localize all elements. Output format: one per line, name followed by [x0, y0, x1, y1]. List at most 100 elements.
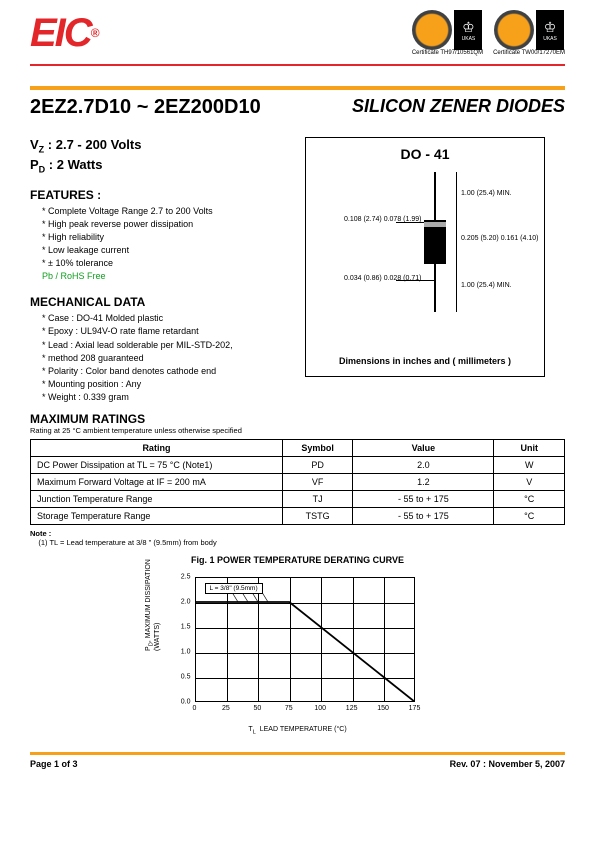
features-heading: FEATURES :: [30, 188, 287, 202]
table-row: Storage Temperature RangeTSTG- 55 to + 1…: [31, 507, 565, 524]
feature-item: Complete Voltage Range 2.7 to 200 Volts: [42, 205, 287, 218]
chart-xtick: 150: [377, 705, 389, 712]
package-diagram: 1.00 (25.4) MIN. 0.205 (5.20) 0.161 (4.1…: [316, 172, 536, 342]
vz-spec: VZ : 2.7 - 200 Volts: [30, 137, 287, 155]
table-row: Maximum Forward Voltage at IF = 200 mAVF…: [31, 473, 565, 490]
red-divider: [30, 64, 565, 66]
dim-body-len: 0.205 (5.20) 0.161 (4.10): [461, 235, 538, 243]
sgs-badge-icon: [412, 10, 452, 50]
chart-xtick: 75: [285, 705, 293, 712]
feature-item: ± 10% tolerance: [42, 257, 287, 270]
footer-rev: Rev. 07 : November 5, 2007: [450, 759, 565, 769]
note-label: Note :: [30, 529, 51, 538]
part-number-title: 2EZ2.7D10 ~ 2EZ200D10: [30, 96, 261, 119]
chart-xtick: 100: [314, 705, 326, 712]
col-unit: Unit: [494, 439, 565, 456]
package-title: DO - 41: [306, 146, 544, 162]
chart-xtick: 25: [222, 705, 230, 712]
table-cell: °C: [494, 490, 565, 507]
col-rating: Rating: [31, 439, 283, 456]
chart-ytick: 1.0: [181, 648, 191, 655]
table-cell: W: [494, 456, 565, 473]
note-block: Note : (1) TL = Lead temperature at 3/8 …: [0, 525, 595, 547]
dim-lead-len-top: 1.00 (25.4) MIN.: [461, 190, 512, 198]
product-type-title: SILICON ZENER DIODES: [352, 96, 565, 117]
cert-label-1: Certificate TH97/10561QM: [412, 50, 483, 56]
footer-page: Page 1 of 3: [30, 759, 78, 769]
mech-item: Epoxy : UL94V-O rate flame retardant: [42, 325, 287, 338]
registered-icon: ®: [91, 26, 100, 40]
mech-item: Case : DO-41 Molded plastic: [42, 312, 287, 325]
table-cell: TSTG: [282, 507, 353, 524]
main-content-row: VZ : 2.7 - 200 Volts PD : 2 Watts FEATUR…: [0, 137, 595, 404]
table-cell: VF: [282, 473, 353, 490]
chart-ytick: 2.0: [181, 598, 191, 605]
rohs-label: Pb / RoHS Free: [42, 271, 287, 281]
lead-top-icon: [434, 172, 436, 220]
right-column: DO - 41 1.00 (25.4) MIN. 0.205 (5.20) 0.…: [305, 137, 565, 404]
chart-ylabel: PD, MAXIMUM DISSIPATION(WATTS): [145, 559, 161, 651]
table-cell: DC Power Dissipation at TL = 75 °C (Note…: [31, 456, 283, 473]
table-cell: °C: [494, 507, 565, 524]
package-caption: Dimensions in inches and ( millimeters ): [306, 356, 544, 366]
feature-item: High reliability: [42, 231, 287, 244]
table-header-row: Rating Symbol Value Unit: [31, 439, 565, 456]
feature-item: High peak reverse power dissipation: [42, 218, 287, 231]
feature-item: Low leakage current: [42, 244, 287, 257]
chart-xtick: 0: [193, 705, 197, 712]
table-cell: 2.0: [353, 456, 494, 473]
orange-divider-bottom: [30, 752, 565, 755]
table-cell: - 55 to + 175: [353, 507, 494, 524]
table-cell: Junction Temperature Range: [31, 490, 283, 507]
dim-guide-icon: [396, 280, 434, 281]
ratings-table: Rating Symbol Value Unit DC Power Dissip…: [30, 439, 565, 525]
chart-wrap: PD, MAXIMUM DISSIPATION(WATTS) L = 3/8" …: [0, 569, 595, 734]
ukas-label: UKAS: [543, 36, 557, 42]
left-column: VZ : 2.7 - 200 Volts PD : 2 Watts FEATUR…: [30, 137, 287, 404]
table-cell: 1.2: [353, 473, 494, 490]
orange-divider-top: [30, 86, 565, 90]
chart-xtick: 175: [409, 705, 421, 712]
dim-lead-len-bot: 1.00 (25.4) MIN.: [461, 282, 512, 290]
chart-title: Fig. 1 POWER TEMPERATURE DERATING CURVE: [0, 555, 595, 565]
derating-chart: PD, MAXIMUM DISSIPATION(WATTS) L = 3/8" …: [153, 569, 443, 734]
chart-curve: [195, 577, 415, 702]
mech-item: Polarity : Color band denotes cathode en…: [42, 365, 287, 378]
title-row: 2EZ2.7D10 ~ 2EZ200D10 SILICON ZENER DIOD…: [0, 96, 595, 119]
table-cell: V: [494, 473, 565, 490]
col-value: Value: [353, 439, 494, 456]
cert-label-2: Certificate TW00/17270EM: [493, 50, 565, 56]
ukas-badge-icon: UKAS: [536, 10, 564, 50]
certificates-block: UKAS Certificate TH97/10561QM UKAS Certi…: [412, 10, 565, 56]
max-ratings-note: Rating at 25 °C ambient temperature unle…: [0, 426, 595, 435]
cathode-band-icon: [424, 222, 446, 227]
chart-legend: L = 3/8" (9.5mm): [205, 583, 263, 594]
dim-lead-dia: 0.034 (0.86) 0.028 (0.71): [344, 275, 421, 283]
chart-ytick: 0.5: [181, 673, 191, 680]
mech-item: Lead : Axial lead solderable per MIL-STD…: [42, 339, 287, 352]
certificate-1: UKAS Certificate TH97/10561QM: [412, 10, 483, 56]
company-logo: EIC®: [30, 11, 100, 56]
dim-guide-icon: [456, 172, 457, 220]
ukas-label: UKAS: [462, 36, 476, 42]
col-symbol: Symbol: [282, 439, 353, 456]
chart-xtick: 125: [346, 705, 358, 712]
features-list: Complete Voltage Range 2.7 to 200 Volts …: [30, 205, 287, 270]
mech-item: method 208 guaranteed: [42, 352, 287, 365]
chart-ytick: 0.0: [181, 698, 191, 705]
table-cell: Maximum Forward Voltage at IF = 200 mA: [31, 473, 283, 490]
logo-text: EIC: [30, 11, 91, 56]
package-outline-box: DO - 41 1.00 (25.4) MIN. 0.205 (5.20) 0.…: [305, 137, 545, 377]
header-bar: EIC® UKAS Certificate TH97/10561QM UKAS …: [0, 0, 595, 60]
mechanical-list: Case : DO-41 Molded plastic Epoxy : UL94…: [30, 312, 287, 403]
note-text: (1) TL = Lead temperature at 3/8 " (9.5m…: [38, 538, 216, 547]
dim-guide-icon: [456, 220, 457, 264]
sgs-badge-icon: [494, 10, 534, 50]
table-cell: Storage Temperature Range: [31, 507, 283, 524]
lead-bottom-icon: [434, 264, 436, 312]
certificate-2: UKAS Certificate TW00/17270EM: [493, 10, 565, 56]
ukas-badge-icon: UKAS: [454, 10, 482, 50]
dim-guide-icon: [456, 264, 457, 312]
table-cell: - 55 to + 175: [353, 490, 494, 507]
footer: Page 1 of 3 Rev. 07 : November 5, 2007: [0, 759, 595, 769]
